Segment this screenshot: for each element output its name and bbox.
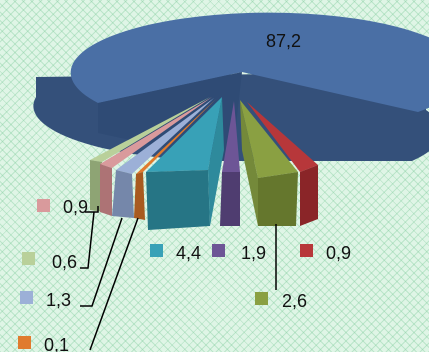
leader-line-0-6 [80,211,95,269]
legend-swatch-1-9 [212,244,225,257]
pie-slice-4-4-top [146,97,222,172]
legend-swatch-0-1 [18,336,31,349]
data-label-4-4: 4,4 [176,243,201,263]
legend-swatch-0-6 [22,252,35,265]
pie-slice-2-6-side [258,172,298,226]
pie-slice-1-3-side [112,170,134,218]
pie-slice-0-1-side [134,172,145,220]
legend-swatch-0-9-pink [37,199,50,212]
data-label-2-6: 2,6 [282,291,307,311]
pie-slice-4-4-wall [208,97,224,226]
pie-slice-87-2 [70,12,429,112]
data-label-0-9-pink: 0,9 [63,197,88,217]
pie-slice-0-9-red-side [300,165,318,226]
data-label-1-3: 1,3 [46,290,71,310]
pie-slice-1-9-top [222,101,240,172]
pie-slice-0-1-top [136,99,216,174]
pie-slice-0-6-top [90,97,210,162]
legend-swatch-1-3 [20,291,33,304]
legend-swatch-2-6 [255,292,268,305]
legend-swatch-4-4 [150,244,163,257]
leader-line-1-3 [80,217,123,307]
leader-line-0-1 [89,217,139,351]
pie-slice-0-9-pink-side [100,164,112,216]
pie-slice-1-3-top [116,98,214,174]
legend-swatch-87-2 [240,33,253,46]
pie-slice-2-6-wall [240,100,258,226]
pie-slice-0-9-red-top [247,102,318,172]
data-label-0-9-red: 0,9 [326,243,351,263]
pie-slice-2-6-top [240,100,298,178]
leader-line-0-9-pink [85,206,99,213]
pie-slice-4-4-side [146,170,210,230]
pie-slice-0-9-pink-top [100,97,212,168]
data-label-0-6: 0,6 [52,252,77,272]
data-label-87-2: 87,2 [266,31,301,51]
data-label-1-9: 1,9 [241,243,266,263]
pie-slice-1-9-side [220,172,240,226]
data-label-0-1: 0,1 [44,335,69,352]
legend-swatch-0-9-red [300,244,313,257]
